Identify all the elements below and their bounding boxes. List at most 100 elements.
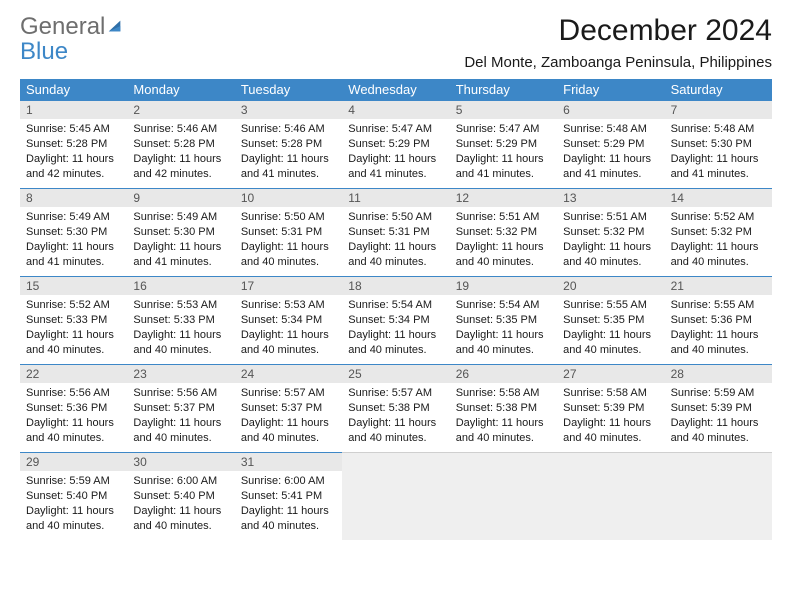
sunrise-text: Sunrise: 5:58 AM — [563, 386, 658, 401]
day-number: 26 — [450, 364, 557, 383]
day-cell: 7Sunrise: 5:48 AMSunset: 5:30 PMDaylight… — [665, 100, 772, 188]
day-body: Sunrise: 5:48 AMSunset: 5:29 PMDaylight:… — [557, 119, 664, 187]
day-cell: 24Sunrise: 5:57 AMSunset: 5:37 PMDayligh… — [235, 364, 342, 452]
day-cell: 5 Sunrise: 5:47 AMSunset: 5:29 PMDaylight… — [450, 100, 557, 188]
sunset-text: Sunset: 5:36 PM — [671, 313, 766, 328]
daylight-text: Daylight: 11 hours and 40 minutes. — [671, 328, 766, 358]
day-cell: 13Sunrise: 5:51 AMSunset: 5:32 PMDayligh… — [557, 188, 664, 276]
calendar-week: 29Sunrise: 5:59 AMSunset: 5:40 PMDayligh… — [20, 452, 772, 540]
day-number: 27 — [557, 364, 664, 383]
sunset-text: Sunset: 5:28 PM — [241, 137, 336, 152]
day-body: Sunrise: 5:52 AMSunset: 5:33 PMDaylight:… — [20, 295, 127, 363]
day-number: 5 — [450, 100, 557, 119]
sunset-text: Sunset: 5:32 PM — [671, 225, 766, 240]
day-cell: 31Sunrise: 6:00 AMSunset: 5:41 PMDayligh… — [235, 452, 342, 540]
day-number: 4 — [342, 100, 449, 119]
daylight-text: Daylight: 11 hours and 40 minutes. — [456, 240, 551, 270]
sunset-text: Sunset: 5:40 PM — [133, 489, 228, 504]
sunrise-text: Sunrise: 5:59 AM — [26, 474, 121, 489]
day-number: 11 — [342, 188, 449, 207]
day-cell: 26Sunrise: 5:58 AMSunset: 5:38 PMDayligh… — [450, 364, 557, 452]
daylight-text: Daylight: 11 hours and 40 minutes. — [348, 328, 443, 358]
day-cell: 27Sunrise: 5:58 AMSunset: 5:39 PMDayligh… — [557, 364, 664, 452]
day-body: Sunrise: 5:47 AMSunset: 5:29 PMDaylight:… — [342, 119, 449, 187]
sunset-text: Sunset: 5:33 PM — [133, 313, 228, 328]
day-body: Sunrise: 5:54 AMSunset: 5:34 PMDaylight:… — [342, 295, 449, 363]
day-number: 7 — [665, 100, 772, 119]
daylight-text: Daylight: 11 hours and 42 minutes. — [26, 152, 121, 182]
day-cell: 25Sunrise: 5:57 AMSunset: 5:38 PMDayligh… — [342, 364, 449, 452]
daylight-text: Daylight: 11 hours and 40 minutes. — [348, 416, 443, 446]
calendar-week: 8Sunrise: 5:49 AMSunset: 5:30 PMDaylight… — [20, 188, 772, 276]
day-body: Sunrise: 5:53 AMSunset: 5:33 PMDaylight:… — [127, 295, 234, 363]
daylight-text: Daylight: 11 hours and 40 minutes. — [26, 328, 121, 358]
daylight-text: Daylight: 11 hours and 40 minutes. — [26, 416, 121, 446]
weekday-thursday: Thursday — [450, 79, 557, 100]
day-cell — [557, 452, 664, 540]
sunset-text: Sunset: 5:37 PM — [133, 401, 228, 416]
daylight-text: Daylight: 11 hours and 40 minutes. — [456, 416, 551, 446]
sunset-text: Sunset: 5:38 PM — [348, 401, 443, 416]
day-number: 15 — [20, 276, 127, 295]
daylight-text: Daylight: 11 hours and 40 minutes. — [241, 328, 336, 358]
day-number: 8 — [20, 188, 127, 207]
sunrise-text: Sunrise: 5:46 AM — [241, 122, 336, 137]
page-header: GeneralBlue December 2024 Del Monte, Zam… — [20, 14, 772, 71]
day-number: 3 — [235, 100, 342, 119]
day-body: Sunrise: 5:45 AMSunset: 5:28 PMDaylight:… — [20, 119, 127, 187]
day-body: Sunrise: 5:54 AMSunset: 5:35 PMDaylight:… — [450, 295, 557, 363]
day-number: 18 — [342, 276, 449, 295]
day-cell — [342, 452, 449, 540]
calendar-week: 22Sunrise: 5:56 AMSunset: 5:36 PMDayligh… — [20, 364, 772, 452]
sunrise-text: Sunrise: 5:47 AM — [456, 122, 551, 137]
sunset-text: Sunset: 5:33 PM — [26, 313, 121, 328]
day-number: 13 — [557, 188, 664, 207]
day-number: 14 — [665, 188, 772, 207]
sunset-text: Sunset: 5:32 PM — [563, 225, 658, 240]
day-body: Sunrise: 5:55 AMSunset: 5:35 PMDaylight:… — [557, 295, 664, 363]
daylight-text: Daylight: 11 hours and 40 minutes. — [671, 240, 766, 270]
logo-text-blue: Blue — [20, 39, 123, 64]
sunrise-text: Sunrise: 5:51 AM — [563, 210, 658, 225]
day-number: 10 — [235, 188, 342, 207]
day-cell — [450, 452, 557, 540]
day-cell: 2Sunrise: 5:46 AMSunset: 5:28 PMDaylight… — [127, 100, 234, 188]
sunrise-text: Sunrise: 5:49 AM — [26, 210, 121, 225]
sunset-text: Sunset: 5:29 PM — [456, 137, 551, 152]
day-number: 31 — [235, 452, 342, 471]
daylight-text: Daylight: 11 hours and 40 minutes. — [563, 240, 658, 270]
daylight-text: Daylight: 11 hours and 40 minutes. — [133, 504, 228, 534]
sunrise-text: Sunrise: 5:56 AM — [133, 386, 228, 401]
daylight-text: Daylight: 11 hours and 41 minutes. — [456, 152, 551, 182]
daylight-text: Daylight: 11 hours and 40 minutes. — [563, 328, 658, 358]
day-cell — [665, 452, 772, 540]
month-title: December 2024 — [464, 14, 772, 48]
calendar: Sunday Monday Tuesday Wednesday Thursday… — [20, 79, 772, 540]
logo-sail-icon — [107, 14, 123, 39]
daylight-text: Daylight: 11 hours and 40 minutes. — [241, 416, 336, 446]
day-number: 19 — [450, 276, 557, 295]
day-cell: 12Sunrise: 5:51 AMSunset: 5:32 PMDayligh… — [450, 188, 557, 276]
logo-text-general: General — [20, 14, 105, 39]
daylight-text: Daylight: 11 hours and 41 minutes. — [241, 152, 336, 182]
day-cell: 29Sunrise: 5:59 AMSunset: 5:40 PMDayligh… — [20, 452, 127, 540]
day-cell: 6Sunrise: 5:48 AMSunset: 5:29 PMDaylight… — [557, 100, 664, 188]
weekday-header-row: Sunday Monday Tuesday Wednesday Thursday… — [20, 79, 772, 100]
sunrise-text: Sunrise: 5:47 AM — [348, 122, 443, 137]
day-body: Sunrise: 5:55 AMSunset: 5:36 PMDaylight:… — [665, 295, 772, 363]
day-body: Sunrise: 5:59 AMSunset: 5:39 PMDaylight:… — [665, 383, 772, 451]
daylight-text: Daylight: 11 hours and 40 minutes. — [456, 328, 551, 358]
day-body: Sunrise: 5:59 AMSunset: 5:40 PMDaylight:… — [20, 471, 127, 539]
sunrise-text: Sunrise: 5:52 AM — [26, 298, 121, 313]
sunrise-text: Sunrise: 5:51 AM — [456, 210, 551, 225]
day-body: Sunrise: 5:46 AMSunset: 5:28 PMDaylight:… — [127, 119, 234, 187]
sunset-text: Sunset: 5:41 PM — [241, 489, 336, 504]
sunrise-text: Sunrise: 5:53 AM — [241, 298, 336, 313]
day-body: Sunrise: 5:46 AMSunset: 5:28 PMDaylight:… — [235, 119, 342, 187]
logo: GeneralBlue — [20, 14, 123, 64]
day-body: Sunrise: 5:51 AMSunset: 5:32 PMDaylight:… — [557, 207, 664, 275]
sunrise-text: Sunrise: 5:49 AM — [133, 210, 228, 225]
sunrise-text: Sunrise: 5:52 AM — [671, 210, 766, 225]
sunrise-text: Sunrise: 5:54 AM — [348, 298, 443, 313]
weekday-saturday: Saturday — [665, 79, 772, 100]
